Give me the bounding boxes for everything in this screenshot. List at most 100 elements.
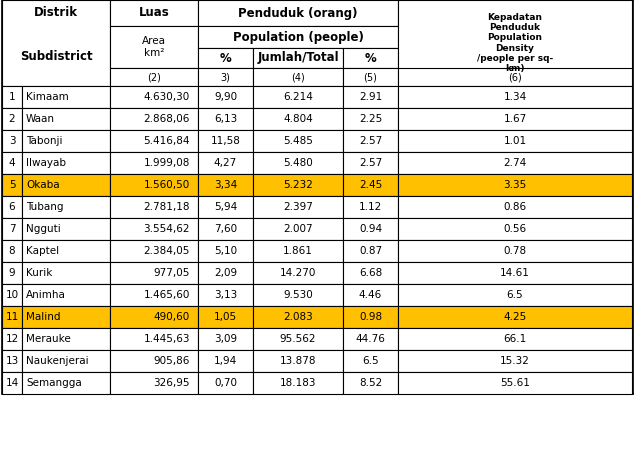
Text: 3,13: 3,13 — [214, 290, 237, 300]
Bar — [22, 196, 110, 218]
Bar — [253, 350, 343, 372]
Bar — [110, 328, 198, 350]
Bar — [2, 130, 22, 152]
Bar — [343, 284, 398, 306]
Text: 6.214: 6.214 — [283, 92, 313, 102]
Text: 5.485: 5.485 — [283, 136, 313, 146]
Text: 3,09: 3,09 — [214, 334, 237, 344]
Bar — [198, 306, 253, 328]
Bar — [343, 196, 398, 218]
Bar — [2, 218, 22, 240]
Bar — [110, 86, 198, 108]
Text: Semangga: Semangga — [26, 378, 82, 388]
Text: Penduduk (orang): Penduduk (orang) — [238, 7, 358, 19]
Bar — [198, 372, 253, 394]
Bar — [22, 350, 110, 372]
Text: 4.46: 4.46 — [359, 290, 382, 300]
Bar — [398, 328, 632, 350]
Text: 10: 10 — [6, 290, 18, 300]
Text: 6.68: 6.68 — [359, 268, 382, 278]
Text: 8: 8 — [9, 246, 15, 256]
Text: Naukenjerai: Naukenjerai — [26, 356, 89, 366]
Bar — [398, 372, 632, 394]
Text: Population (people): Population (people) — [233, 30, 363, 44]
Text: 0.87: 0.87 — [359, 246, 382, 256]
Bar — [198, 26, 398, 48]
Bar — [22, 218, 110, 240]
Text: 9,90: 9,90 — [214, 92, 237, 102]
Text: 2.57: 2.57 — [359, 158, 382, 168]
Bar — [198, 86, 253, 108]
Text: 4.630,30: 4.630,30 — [144, 92, 190, 102]
Bar — [2, 0, 634, 394]
Text: 1.34: 1.34 — [503, 92, 527, 102]
Text: Kaptel: Kaptel — [26, 246, 59, 256]
Text: 977,05: 977,05 — [153, 268, 190, 278]
Bar — [198, 350, 253, 372]
Text: 14: 14 — [5, 378, 18, 388]
Text: %: % — [365, 52, 377, 64]
Text: 1.12: 1.12 — [359, 202, 382, 212]
Text: 1.861: 1.861 — [283, 246, 313, 256]
Text: 6,13: 6,13 — [214, 114, 237, 124]
Text: 1.560,50: 1.560,50 — [144, 180, 190, 190]
Bar — [343, 262, 398, 284]
Bar — [343, 174, 398, 196]
Bar — [253, 108, 343, 130]
Text: 2.45: 2.45 — [359, 180, 382, 190]
Bar — [2, 174, 22, 196]
Text: 4.804: 4.804 — [283, 114, 313, 124]
Bar — [22, 328, 110, 350]
Bar — [198, 0, 398, 26]
Text: 7: 7 — [9, 224, 15, 234]
Text: 0,70: 0,70 — [214, 378, 237, 388]
Bar — [398, 0, 632, 86]
Text: 2,09: 2,09 — [214, 268, 237, 278]
Text: 2.868,06: 2.868,06 — [144, 114, 190, 124]
Bar — [22, 86, 110, 108]
Text: 14.270: 14.270 — [280, 268, 316, 278]
Text: 2.91: 2.91 — [359, 92, 382, 102]
Text: 0.56: 0.56 — [503, 224, 527, 234]
Bar — [253, 68, 343, 86]
Bar — [343, 372, 398, 394]
Bar — [343, 240, 398, 262]
Bar — [198, 196, 253, 218]
Text: 0.78: 0.78 — [503, 246, 527, 256]
Bar — [2, 350, 22, 372]
Bar — [398, 240, 632, 262]
Text: 1.01: 1.01 — [503, 136, 527, 146]
Bar — [398, 196, 632, 218]
Text: (4): (4) — [291, 72, 305, 82]
Text: (6): (6) — [508, 72, 522, 82]
Text: 1.999,08: 1.999,08 — [144, 158, 190, 168]
Text: 9.530: 9.530 — [283, 290, 313, 300]
Text: 2.083: 2.083 — [283, 312, 313, 322]
Text: Ilwayab: Ilwayab — [26, 158, 66, 168]
Bar — [2, 108, 22, 130]
Bar — [2, 196, 22, 218]
Text: 4.25: 4.25 — [503, 312, 527, 322]
Bar — [253, 86, 343, 108]
Bar — [253, 174, 343, 196]
Bar — [343, 328, 398, 350]
Bar — [253, 284, 343, 306]
Bar — [398, 108, 632, 130]
Bar — [22, 372, 110, 394]
Text: 6: 6 — [9, 202, 15, 212]
Bar — [343, 68, 398, 86]
Bar — [253, 218, 343, 240]
Bar — [22, 306, 110, 328]
Bar — [22, 130, 110, 152]
Text: 18.183: 18.183 — [280, 378, 316, 388]
Text: 2.25: 2.25 — [359, 114, 382, 124]
Text: 2.74: 2.74 — [503, 158, 527, 168]
Text: 4,27: 4,27 — [214, 158, 237, 168]
Bar — [2, 86, 22, 108]
Text: 0.86: 0.86 — [503, 202, 527, 212]
Text: 4: 4 — [9, 158, 15, 168]
Text: 8.52: 8.52 — [359, 378, 382, 388]
Text: 3: 3 — [9, 136, 15, 146]
Bar — [110, 196, 198, 218]
Bar — [110, 68, 198, 86]
